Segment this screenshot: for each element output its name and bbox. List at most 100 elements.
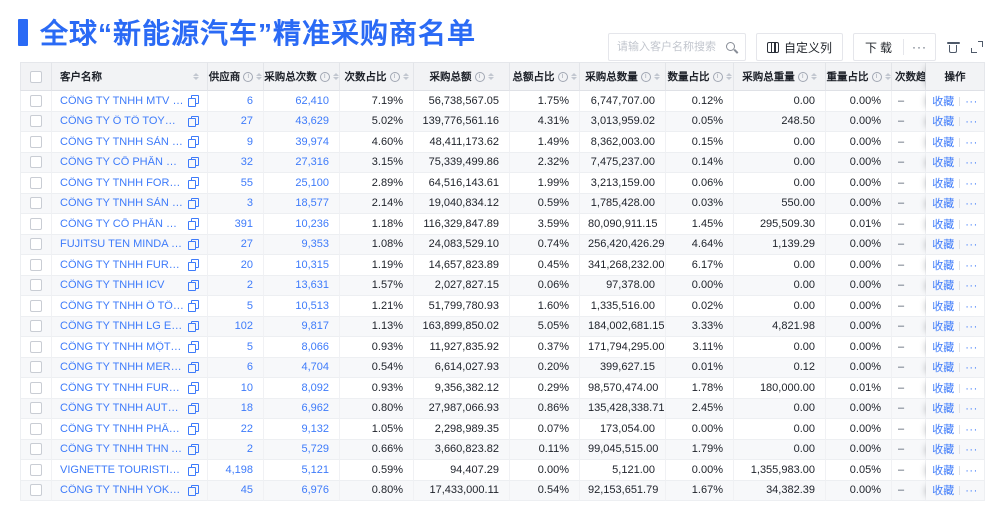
row-checkbox[interactable] bbox=[30, 422, 42, 435]
company-name-link[interactable]: CÔNG TY TNHH AUTEL VIỆT N... bbox=[60, 402, 184, 415]
row-more-button[interactable]: ··· bbox=[965, 136, 978, 149]
favorite-button[interactable]: 收藏 bbox=[932, 95, 955, 108]
company-name-link[interactable]: CÔNG TY Ô TÔ TOYOTA VIỆT ... bbox=[60, 115, 184, 128]
favorite-button[interactable]: 收藏 bbox=[932, 280, 955, 293]
row-checkbox[interactable] bbox=[30, 115, 42, 128]
copy-icon[interactable] bbox=[188, 95, 199, 107]
copy-icon[interactable] bbox=[188, 320, 199, 333]
row-more-button[interactable]: ··· bbox=[965, 280, 978, 293]
copy-icon[interactable] bbox=[188, 115, 199, 128]
company-name-link[interactable]: CÔNG TY CỔ PHẦN SẢN XUẤT... bbox=[60, 156, 184, 169]
column-header-total_times[interactable]: 采购总次数 bbox=[264, 62, 340, 91]
row-checkbox[interactable] bbox=[30, 299, 42, 312]
copy-icon[interactable] bbox=[188, 361, 199, 374]
favorite-button[interactable]: 收藏 bbox=[932, 485, 955, 498]
row-more-button[interactable]: ··· bbox=[965, 341, 978, 354]
row-more-button[interactable]: ··· bbox=[965, 157, 978, 170]
row-checkbox[interactable] bbox=[30, 94, 42, 107]
company-name-link[interactable]: CÔNG TY TNHH THN AUTOPAR... bbox=[60, 443, 184, 456]
company-name-link[interactable]: CÔNG TY TNHH PHÂN PHỐI T... bbox=[60, 422, 184, 435]
row-more-button[interactable]: ··· bbox=[965, 239, 978, 252]
copy-icon[interactable] bbox=[188, 341, 199, 353]
info-icon[interactable] bbox=[319, 71, 330, 82]
fullscreen-icon[interactable] bbox=[970, 40, 984, 54]
row-more-button[interactable]: ··· bbox=[965, 362, 978, 375]
copy-icon[interactable] bbox=[188, 300, 199, 312]
company-name-link[interactable]: CÔNG TY TNHH FURUKAWA A... bbox=[60, 381, 184, 394]
trash-icon[interactable] bbox=[946, 40, 960, 54]
column-header-total_weight[interactable]: 采购总重量 bbox=[734, 62, 826, 91]
sort-icon[interactable] bbox=[402, 72, 409, 81]
row-more-button[interactable]: ··· bbox=[965, 177, 978, 190]
favorite-button[interactable]: 收藏 bbox=[932, 177, 955, 190]
row-checkbox[interactable] bbox=[30, 463, 42, 476]
row-checkbox[interactable] bbox=[30, 443, 42, 456]
column-header-weight_pct[interactable]: 重量占比 bbox=[826, 62, 892, 91]
copy-icon[interactable] bbox=[188, 238, 199, 251]
company-name-link[interactable]: CÔNG TY TNHH FURUKAWA A... bbox=[60, 258, 184, 271]
favorite-button[interactable]: 收藏 bbox=[932, 116, 955, 129]
favorite-button[interactable]: 收藏 bbox=[932, 403, 955, 416]
row-checkbox[interactable] bbox=[30, 197, 42, 210]
copy-icon[interactable] bbox=[188, 382, 199, 394]
row-more-button[interactable]: ··· bbox=[965, 300, 978, 313]
copy-icon[interactable] bbox=[188, 443, 199, 456]
favorite-button[interactable]: 收藏 bbox=[932, 259, 955, 272]
column-header-name[interactable]: 客户名称 bbox=[52, 62, 208, 91]
copy-icon[interactable] bbox=[188, 177, 199, 189]
company-name-link[interactable]: CÔNG TY TNHH MERCEDES–B... bbox=[60, 361, 184, 374]
row-more-button[interactable]: ··· bbox=[965, 116, 978, 129]
customize-columns-button[interactable]: 自定义列 bbox=[755, 33, 843, 61]
sort-icon[interactable] bbox=[487, 72, 494, 81]
column-header-times_pct[interactable]: 次数占比 bbox=[340, 62, 414, 91]
row-checkbox[interactable] bbox=[30, 320, 42, 333]
info-icon[interactable] bbox=[389, 71, 400, 82]
copy-icon[interactable] bbox=[188, 136, 199, 148]
search-icon[interactable] bbox=[725, 42, 737, 53]
copy-icon[interactable] bbox=[188, 402, 199, 415]
favorite-button[interactable]: 收藏 bbox=[932, 423, 955, 436]
row-checkbox[interactable] bbox=[30, 135, 42, 148]
row-checkbox[interactable] bbox=[30, 156, 42, 169]
info-icon[interactable] bbox=[640, 71, 651, 82]
copy-icon[interactable] bbox=[188, 259, 199, 271]
company-name-link[interactable]: CÔNG TY TNHH Ô TÔ MITSUBI... bbox=[60, 299, 184, 312]
column-header-suppliers[interactable]: 供应商 bbox=[208, 62, 264, 91]
column-header-total_qty[interactable]: 采购总数量 bbox=[580, 62, 666, 91]
column-header-total_amount[interactable]: 采购总额 bbox=[414, 62, 510, 91]
row-checkbox[interactable] bbox=[30, 381, 42, 394]
favorite-button[interactable]: 收藏 bbox=[932, 382, 955, 395]
sort-icon[interactable] bbox=[653, 72, 660, 81]
select-all-checkbox[interactable] bbox=[30, 70, 42, 83]
sort-icon[interactable] bbox=[884, 72, 891, 81]
copy-icon[interactable] bbox=[188, 279, 199, 292]
favorite-button[interactable]: 收藏 bbox=[932, 218, 955, 231]
info-icon[interactable] bbox=[797, 71, 808, 82]
row-checkbox[interactable] bbox=[30, 238, 42, 251]
row-checkbox[interactable] bbox=[30, 217, 42, 230]
favorite-button[interactable]: 收藏 bbox=[932, 362, 955, 375]
favorite-button[interactable]: 收藏 bbox=[932, 239, 955, 252]
row-more-button[interactable]: ··· bbox=[965, 485, 978, 498]
info-icon[interactable] bbox=[557, 71, 568, 82]
copy-icon[interactable] bbox=[188, 423, 199, 435]
sort-icon[interactable] bbox=[332, 72, 339, 81]
row-checkbox[interactable] bbox=[30, 484, 42, 497]
favorite-button[interactable]: 收藏 bbox=[932, 157, 955, 170]
company-name-link[interactable]: CÔNG TY CỔ PHẦN SẢN XUẤT... bbox=[60, 217, 184, 230]
company-name-link[interactable]: VIGNETTE TOURISTIQUE G UNI... bbox=[60, 463, 184, 476]
copy-icon[interactable] bbox=[188, 484, 199, 497]
download-button[interactable]: 下载 bbox=[853, 34, 903, 60]
favorite-button[interactable]: 收藏 bbox=[932, 300, 955, 313]
copy-icon[interactable] bbox=[188, 197, 199, 210]
favorite-button[interactable]: 收藏 bbox=[932, 321, 955, 334]
company-name-link[interactable]: CÔNG TY TNHH MTV SẢN XUẤ... bbox=[60, 94, 184, 107]
sort-icon[interactable] bbox=[193, 72, 199, 81]
favorite-button[interactable]: 收藏 bbox=[932, 464, 955, 477]
copy-icon[interactable] bbox=[188, 156, 199, 169]
copy-icon[interactable] bbox=[188, 218, 199, 230]
company-name-link[interactable]: CÔNG TY TNHH MỘT THÀNH V... bbox=[60, 340, 184, 353]
favorite-button[interactable]: 收藏 bbox=[932, 198, 955, 211]
sort-icon[interactable] bbox=[256, 72, 263, 81]
info-icon[interactable] bbox=[474, 71, 485, 82]
